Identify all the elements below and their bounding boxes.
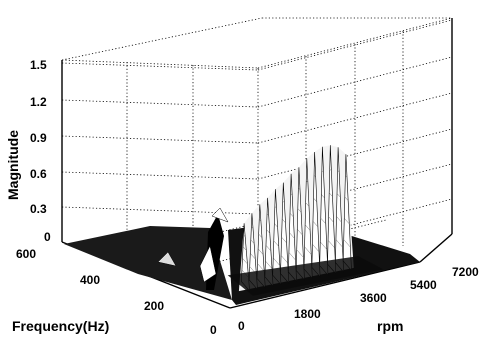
- ridge-hatch: [343, 239, 351, 248]
- ridge-hatch: [273, 257, 281, 266]
- ridge-hatch: [281, 237, 287, 244]
- ridge-hatch: [266, 229, 270, 234]
- freq-tick: 400: [80, 273, 100, 287]
- freq-axis-ticks: 600 400 200 0: [16, 247, 217, 337]
- ridge-hatch: [266, 213, 269, 216]
- ridge-hatch: [257, 263, 265, 272]
- ridge-hatch: [298, 187, 301, 191]
- ridge-hatch: [337, 170, 340, 173]
- ridge-hatch: [297, 208, 302, 213]
- z-axis-ticks: 1.5 1.2 0.9 0.6 0.3 0: [30, 58, 51, 244]
- z-tick: 1.5: [30, 58, 47, 72]
- ridge-series: [227, 145, 384, 296]
- ridge-hatch: [335, 239, 343, 248]
- z-tick: 1.2: [30, 95, 47, 109]
- ridge-hatch: [321, 170, 324, 173]
- ridge-hatch: [313, 197, 317, 203]
- ridge-hatch: [329, 168, 332, 172]
- ridge-hatch: [320, 218, 326, 224]
- ridge-hatch: [290, 193, 293, 196]
- ridge-hatch: [242, 246, 247, 251]
- ridge-hatch: [344, 218, 350, 225]
- rpm-tick: 0: [238, 319, 245, 333]
- rpm-axis-ticks: 0 1800 3600 5400 7200: [238, 265, 479, 333]
- ridge-hatch: [345, 175, 348, 178]
- ridge-hatch: [288, 252, 296, 261]
- ridge-hatch: [306, 180, 309, 183]
- ridge-hatch: [297, 229, 303, 236]
- ridge-hatch: [336, 193, 341, 198]
- ridge-hatch: [336, 216, 342, 223]
- freq-tick: 0: [210, 323, 217, 337]
- ridge-hatch: [289, 212, 294, 218]
- ridge-hatch: [304, 224, 311, 231]
- freq-tick: 200: [144, 299, 164, 313]
- ridge-hatch: [328, 216, 334, 223]
- ridge-hatch: [313, 174, 316, 178]
- ridge-hatch: [304, 246, 312, 255]
- rpm-tick: 7200: [452, 265, 479, 279]
- ridge-hatch: [258, 233, 263, 238]
- back-wall-grid: [61, 17, 453, 282]
- z-axis-label: Magnitude: [5, 130, 21, 200]
- ridge-hatch: [289, 232, 295, 239]
- ridge-base: [227, 256, 384, 296]
- ridge-hatch: [265, 245, 272, 252]
- ridge-hatch: [274, 206, 277, 209]
- z-tick: 0.6: [30, 167, 47, 181]
- ridge-hatch: [282, 200, 285, 203]
- ridge-hatch: [242, 258, 248, 265]
- ridge-hatch: [274, 223, 278, 228]
- ridge-hatch: [280, 255, 288, 264]
- ridge-hatch: [296, 249, 304, 258]
- z-tick: 0.3: [30, 202, 47, 216]
- ridge-hatch: [259, 219, 262, 222]
- ridge-hatch: [327, 240, 335, 249]
- ridge-hatch: [273, 240, 279, 247]
- ridge-hatch: [344, 196, 349, 201]
- ridge-hatch: [329, 192, 333, 197]
- ridge-hatch: [250, 253, 256, 260]
- rpm-tick: 3600: [360, 291, 387, 305]
- ridge-hatch: [312, 221, 319, 228]
- ridge-hatch: [265, 260, 273, 269]
- ridge-hatch: [282, 218, 286, 223]
- freq-tick: 600: [16, 247, 36, 261]
- ridge-hatch: [305, 202, 310, 207]
- ridge-hatch: [321, 194, 325, 199]
- ridge-hatch: [250, 239, 255, 244]
- ridge-hatch: [312, 244, 320, 252]
- rpm-axis-label: rpm: [377, 318, 403, 334]
- ridge-hatch: [251, 226, 254, 229]
- rpm-tick: 1800: [294, 307, 321, 321]
- freq-axis-label: Frequency(Hz): [12, 318, 109, 334]
- z-tick: 0.9: [30, 131, 47, 145]
- ridge-hatch: [243, 234, 246, 238]
- ridge-hatch: [320, 241, 328, 250]
- rpm-tick: 5400: [410, 278, 437, 292]
- ridge-hatch: [257, 248, 264, 255]
- z-tick: 0: [44, 230, 51, 244]
